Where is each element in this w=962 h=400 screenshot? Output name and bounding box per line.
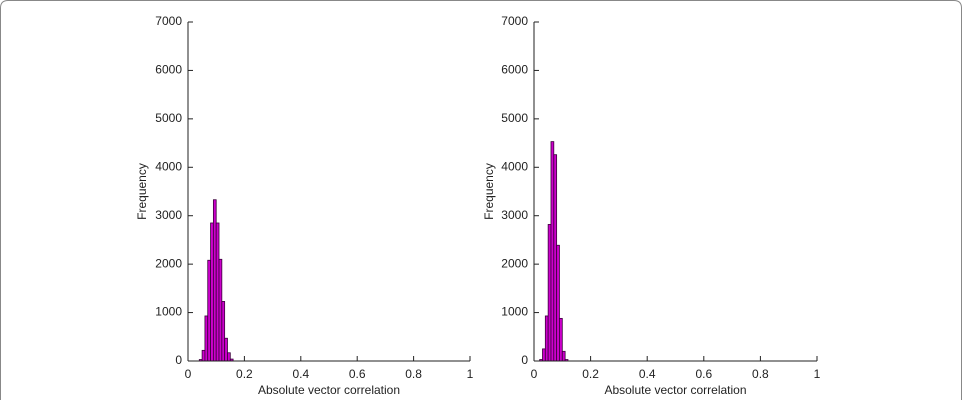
bar [559,317,563,362]
y-tick-label: 0 [175,353,182,367]
x-tick-label: 0.4 [639,367,656,381]
y-tick-label: 6000 [501,63,528,77]
y-tick-label: 3000 [155,208,182,222]
bar [547,224,552,362]
bar [204,315,209,362]
bar [218,258,223,362]
bar [210,222,214,362]
bar [542,348,546,362]
x-axis-label: Absolute vector correlation [258,383,400,397]
x-tick-label: 0.8 [752,367,769,381]
x-tick-label: 0 [531,367,538,381]
bar [212,199,217,362]
x-tick-label: 0.6 [695,367,712,381]
x-tick-label: 0.2 [236,367,253,381]
y-tick-label: 2000 [155,256,182,270]
bar [224,337,228,362]
bar [553,154,558,362]
bar [201,349,206,362]
y-tick-label: 1000 [155,305,182,319]
x-tick-label: 0.6 [349,367,366,381]
y-tick-label: 4000 [155,159,182,173]
bar [544,315,549,362]
y-tick-label: 4000 [501,159,528,173]
y-tick-label: 0 [521,353,528,367]
bar [207,259,211,362]
x-tick-label: 1 [467,367,474,381]
y-tick-label: 7000 [155,14,182,28]
x-axis-label: Absolute vector correlation [604,383,746,397]
y-tick-label: 7000 [501,14,528,28]
x-tick-label: 0.4 [292,367,309,381]
bar [556,244,560,362]
y-tick-label: 5000 [501,111,528,125]
bar [550,141,555,362]
bar [227,352,231,362]
y-tick-label: 3000 [501,208,528,222]
y-axis-label: Frequency [135,163,149,220]
x-tick-label: 0.2 [582,367,599,381]
y-axis-label: Frequency [482,163,496,220]
y-tick-label: 5000 [155,111,182,125]
x-tick-label: 1 [814,367,821,381]
x-tick-label: 0 [185,367,192,381]
y-tick-label: 6000 [155,63,182,77]
y-tick-label: 1000 [501,305,528,319]
bar [561,350,566,362]
y-tick-label: 2000 [501,256,528,270]
bar [221,301,226,362]
bar [215,222,220,362]
x-tick-label: 0.8 [405,367,422,381]
